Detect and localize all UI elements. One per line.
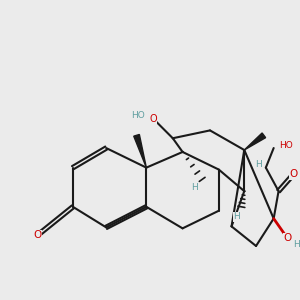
Text: H: H: [293, 239, 300, 248]
Text: H: H: [191, 183, 198, 192]
Text: O: O: [289, 169, 297, 179]
Text: HO: HO: [130, 111, 144, 120]
Polygon shape: [244, 133, 266, 150]
Text: H: H: [255, 160, 262, 169]
Text: O: O: [34, 230, 42, 240]
Text: O: O: [149, 114, 157, 124]
Polygon shape: [134, 134, 146, 168]
Text: H: H: [233, 212, 240, 221]
Text: HO: HO: [280, 141, 293, 150]
Text: O: O: [283, 233, 292, 243]
